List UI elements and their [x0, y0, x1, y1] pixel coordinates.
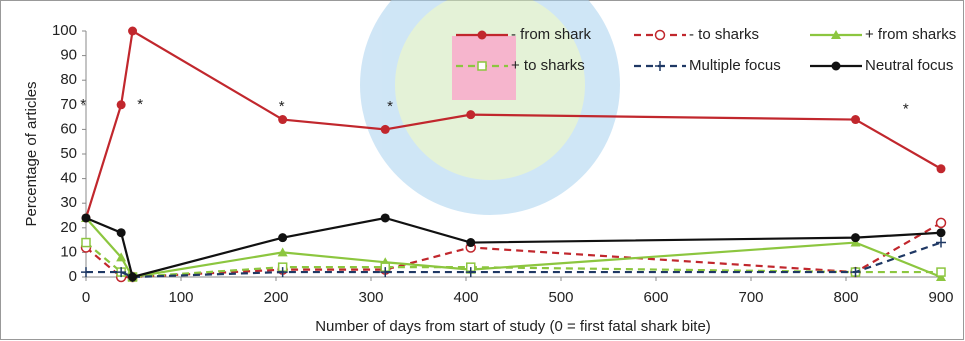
x-tick-label: 700 [738, 289, 763, 306]
marker [128, 27, 137, 36]
x-axis-title: Number of days from start of study (0 = … [315, 318, 711, 335]
marker [466, 238, 475, 247]
marker [381, 125, 390, 134]
marker [278, 115, 287, 124]
y-tick-label: 30 [60, 194, 77, 211]
x-tick-label: 300 [358, 289, 383, 306]
x-tick-label: 400 [453, 289, 478, 306]
annotation: * [80, 96, 86, 113]
y-tick-label: 50 [60, 145, 77, 162]
marker [128, 273, 137, 282]
marker [82, 213, 91, 222]
x-tick-label: 200 [263, 289, 288, 306]
marker [851, 115, 860, 124]
legend-label: Neutral focus [865, 57, 953, 74]
y-tick-label: 100 [52, 22, 77, 39]
y-tick-label: 40 [60, 170, 77, 187]
legend-label: - to sharks [689, 26, 759, 43]
x-tick-label: 800 [833, 289, 858, 306]
x-tick-label: 0 [82, 289, 90, 306]
annotation: * [137, 96, 143, 113]
y-tick-label: 80 [60, 71, 77, 88]
legend-label: + to sharks [511, 57, 585, 74]
marker [466, 110, 475, 119]
marker [937, 268, 945, 276]
annotation: * [279, 98, 285, 115]
marker [851, 233, 860, 242]
annotation: * [903, 101, 909, 118]
legend-label: + from sharks [865, 26, 956, 43]
x-tick-label: 500 [548, 289, 573, 306]
marker [937, 218, 946, 227]
legend-marker [478, 31, 487, 40]
y-tick-label: 10 [60, 243, 77, 260]
y-axis-title: Percentage of articles [23, 81, 40, 226]
marker [937, 164, 946, 173]
marker [937, 228, 946, 237]
x-tick-label: 900 [928, 289, 953, 306]
page: Percentage of articles Number of days fr… [0, 0, 965, 341]
legend-label: Multiple focus [689, 57, 781, 74]
y-tick-label: 0 [69, 268, 77, 285]
marker [82, 239, 90, 247]
legend-marker [656, 31, 665, 40]
x-tick-label: 100 [168, 289, 193, 306]
annotation: * [387, 98, 393, 115]
marker [117, 228, 126, 237]
legend-label: - from shark [511, 26, 592, 43]
chart: Percentage of articles Number of days fr… [0, 0, 965, 341]
y-tick-label: 90 [60, 47, 77, 64]
y-tick-label: 60 [60, 120, 77, 137]
legend-marker [478, 62, 486, 70]
marker [117, 100, 126, 109]
legend-marker [832, 62, 841, 71]
marker [381, 213, 390, 222]
marker [278, 233, 287, 242]
y-tick-label: 20 [60, 219, 77, 236]
y-tick-label: 70 [60, 96, 77, 113]
x-tick-label: 600 [643, 289, 668, 306]
